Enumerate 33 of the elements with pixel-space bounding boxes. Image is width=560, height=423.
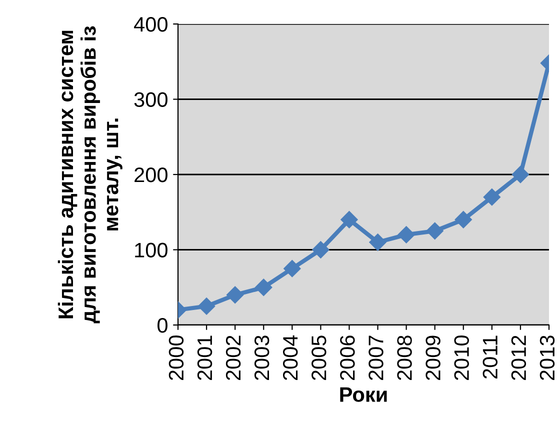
point [512, 166, 530, 184]
point [340, 211, 358, 228]
x-tick-label: 2001 [197, 336, 212, 380]
point [226, 286, 244, 304]
y-tick-label: 300 [134, 92, 168, 108]
x-tick-label: 2000 [168, 336, 184, 380]
x-tick-label: 2004 [282, 335, 298, 380]
x-tick-label: 2012 [511, 336, 526, 380]
x-tick-label: 2009 [426, 336, 440, 380]
x-tick-label: 2008 [397, 336, 412, 380]
x-tick-label: 2007 [368, 336, 384, 380]
x-tick-label: 2005 [312, 336, 326, 380]
point [284, 260, 301, 278]
x-axis-title: Роки [340, 387, 387, 402]
point [198, 298, 216, 315]
x-tick-label: 2003 [254, 336, 270, 380]
point [426, 222, 444, 240]
point [369, 234, 386, 251]
y-tick-label: 200 [134, 168, 168, 182]
point [312, 241, 330, 258]
point [255, 278, 272, 296]
x-tick-label: 2002 [226, 336, 241, 380]
y-tick-label: 400 [134, 17, 168, 32]
point [398, 226, 415, 244]
x-tick-label: 2013 [540, 336, 555, 380]
y-tick-label: 100 [135, 242, 168, 258]
point [454, 211, 472, 228]
x-tick-label: 2011 [482, 336, 498, 378]
y-tick-label: 0 [158, 318, 168, 333]
point [483, 188, 500, 206]
x-tick-label: 2006 [340, 336, 355, 380]
x-tick-label: 2010 [454, 336, 469, 380]
y-axis-title: Кількість адитивних систем для виготовлення виробів із металу, шт. [58, 26, 122, 324]
